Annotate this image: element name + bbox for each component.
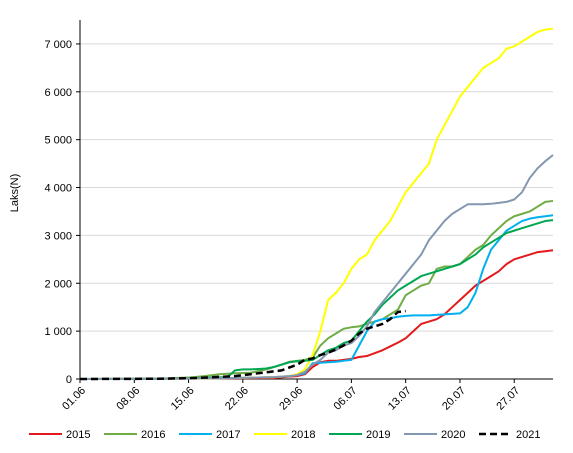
series-line-2018 (79, 27, 554, 380)
legend: 2015 2016 2017 2018 2019 2020 2021 (29, 429, 540, 441)
y-tick-label: 0 (66, 374, 72, 386)
y-tick-label: 3 000 (44, 230, 72, 242)
series-line-2020 (79, 154, 554, 380)
legend-label-2019: 2019 (366, 429, 390, 441)
y-tick-label: 4 000 (44, 183, 72, 195)
y-axis-title: Laks(N) (9, 174, 21, 213)
y-tick-label: 6 000 (44, 87, 72, 99)
y-axis-ticks: 0 1 000 2 000 3 000 4 000 5 000 6 000 7 000 (44, 39, 80, 386)
y-tick-label: 1 000 (44, 326, 72, 338)
series-line-2021 (79, 309, 406, 381)
y-tick-label: 7 000 (44, 39, 72, 51)
y-tick-label: 2 000 (44, 278, 72, 290)
series-line-2019 (79, 219, 554, 380)
legend-label-2017: 2017 (216, 429, 240, 441)
legend-label-2020: 2020 (441, 429, 465, 441)
legend-label-2021: 2021 (516, 429, 540, 441)
legend-label-2016: 2016 (141, 429, 165, 441)
legend-label-2015: 2015 (66, 429, 90, 441)
y-tick-label: 5 000 (44, 135, 72, 147)
gridlines (80, 43, 553, 332)
series-lines (79, 27, 554, 381)
legend-label-2018: 2018 (291, 429, 315, 441)
